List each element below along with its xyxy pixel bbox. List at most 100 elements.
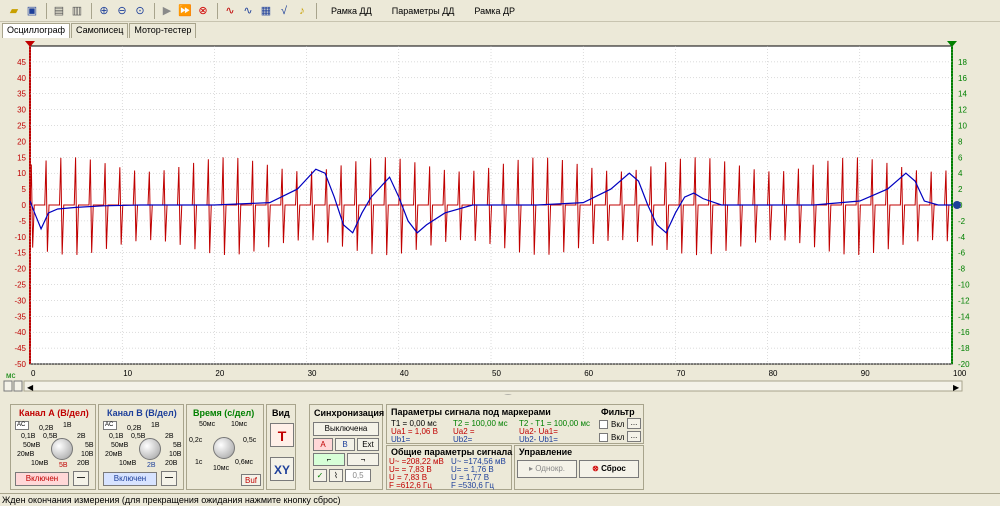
channel-b-volts-knob[interactable]	[139, 438, 161, 460]
general-title: Общие параметры сигнала	[391, 447, 513, 457]
calculator-icon[interactable]: ▦	[260, 4, 272, 17]
y-right-tick-label: -8	[958, 265, 966, 274]
view-title: Вид	[272, 408, 290, 418]
marker-ub2: Ub2=	[453, 435, 473, 444]
control-panel: Управление ▸ Однокр. ⊗ Сброс	[514, 445, 644, 490]
filter-b-settings-button[interactable]: ...	[627, 431, 641, 442]
sync-panel: Синхронизация Выключена A B Ext ⌐ ¬ ✓ ⌇ …	[309, 404, 384, 490]
time-knob[interactable]	[213, 437, 235, 459]
channel-b-panel: Канал В (В/дел) AC 0,2В 1В 0,1В 0,5В 2В …	[98, 404, 184, 490]
y-left-tick-label: 40	[17, 74, 26, 83]
y-right-tick-label: 2	[958, 185, 963, 194]
unit-label: мс	[6, 371, 16, 380]
marker-delta-ua: Ua2- Ua1=	[519, 427, 558, 436]
scroll-right-small-button[interactable]	[13, 380, 23, 392]
channel-a-enable-button[interactable]: Включен	[15, 472, 69, 486]
filter-b-checkbox[interactable]	[599, 433, 608, 442]
reset-button[interactable]: ⊗ Сброс	[579, 460, 639, 478]
sync-mode-button[interactable]: Выключена	[313, 422, 379, 436]
sync-auto-icon-button[interactable]: ✓	[313, 469, 327, 482]
y-right-tick-label: -16	[958, 328, 970, 337]
step-icon[interactable]: ⏩	[178, 4, 192, 17]
buffer-button[interactable]: Buf	[241, 474, 261, 486]
filter-a-checkbox[interactable]	[599, 420, 608, 429]
tab-recorder[interactable]: Самописец	[71, 23, 129, 38]
sync-falling-edge-button[interactable]: ¬	[347, 453, 379, 466]
status-bar: Жден окончания измерения (для прекращени…	[0, 493, 1000, 506]
time-scale-50ms: 50мс	[199, 421, 216, 428]
sync-level-input[interactable]: 0,5	[345, 469, 371, 482]
sync-channel-b-button[interactable]: B	[335, 438, 355, 451]
tab-motor-tester[interactable]: Мотор-тестер	[129, 23, 197, 38]
y-right-tick-label: 18	[958, 58, 967, 67]
marker-ub1: Ub1=	[391, 435, 411, 444]
channel-a-volts-knob[interactable]	[51, 438, 73, 460]
sync-channel-a-button[interactable]: A	[313, 438, 333, 451]
channel-b-ac-checkbox[interactable]: AC	[103, 421, 117, 430]
sync-ext-button[interactable]: Ext	[357, 438, 379, 451]
marker-t2-handle[interactable]	[947, 41, 957, 47]
y-right-tick-label: 6	[958, 153, 963, 162]
oscillogram-plot[interactable]: 0 10 20 30 40 50 60 70 80 90 100454035302520151050…	[0, 39, 1000, 395]
channel-a-invert-button[interactable]: —	[73, 471, 89, 486]
signal-a-icon[interactable]: ∿	[225, 4, 235, 17]
channel-b-invert-button[interactable]: —	[161, 471, 177, 486]
channel-b-level-marker[interactable]	[953, 201, 961, 209]
open-folder-icon[interactable]: ▰	[9, 4, 19, 17]
time-scale-0-6ms: 0,6мс	[235, 459, 254, 466]
channel-a-scale-0-2v: 0,2В	[39, 425, 54, 432]
scroll-left-button[interactable]	[3, 380, 13, 392]
zoom-icon[interactable]: ⊙	[135, 4, 145, 17]
general-b-u-ac: U~ =174,56 мВ	[451, 457, 506, 466]
channel-b-scale-10v: 10В	[169, 451, 182, 458]
general-a-u: U = 7,83 В	[389, 473, 428, 482]
general-a-freq: F =612,6 Гц	[389, 481, 432, 490]
time-scale-1s: 1с	[195, 459, 203, 466]
sync-rising-edge-button[interactable]: ⌐	[313, 453, 345, 466]
control-title: Управление	[519, 447, 573, 457]
scroll-right-arrow[interactable]: ▶	[953, 383, 960, 392]
menu-frame-dr[interactable]: Рамка ДР	[474, 5, 516, 16]
play-icon[interactable]: ▶	[162, 4, 172, 17]
zoom-in-icon[interactable]: ⊕	[99, 4, 109, 17]
menu-params-dd[interactable]: Параметры ДД	[391, 5, 455, 16]
audio-icon[interactable]: ♪	[299, 4, 305, 17]
toolbar: ▰ ▣ ▤ ▥ ⊕ ⊖ ⊙ ▶ ⏩ ⊗ ∿ ∿ ▦ √ ♪ Рамка ДД П…	[0, 0, 1000, 22]
x-tick-label: 70	[676, 369, 685, 378]
y-right-tick-label: -6	[958, 249, 966, 258]
channel-a-ac-checkbox[interactable]: AC	[15, 421, 29, 430]
menu-frame-dd[interactable]: Рамка ДД	[331, 5, 372, 16]
zoom-out-icon[interactable]: ⊖	[117, 4, 127, 17]
channel-b-scale-2v-top: 2В	[165, 433, 174, 440]
y-left-tick-label: 15	[17, 153, 26, 162]
marker-t1-handle[interactable]	[25, 41, 35, 47]
channel-a-scale-10mv: 10мВ	[31, 460, 49, 467]
channel-a-scale-0-1v: 0,1В	[21, 433, 36, 440]
marker-delta-t: T2 - T1 = 100,00 мс	[519, 419, 590, 428]
horizontal-scrollbar[interactable]	[23, 380, 963, 392]
y-left-tick-label: -50	[14, 360, 26, 369]
signal-b-icon[interactable]: ∿	[243, 4, 253, 17]
falling-edge-icon: ¬	[360, 455, 366, 464]
stop-icon[interactable]: ⊗	[198, 4, 208, 17]
tab-oscilloscope[interactable]: Осциллограф	[2, 23, 70, 38]
channel-b-scale-0-1v: 0,1В	[109, 433, 124, 440]
filter-a-settings-button[interactable]: ...	[627, 418, 641, 429]
y-left-tick-label: 25	[17, 122, 26, 131]
print-preview-icon[interactable]: ▤	[53, 4, 65, 17]
channel-b-enable-button[interactable]: Включен	[103, 472, 157, 486]
view-xy-button[interactable]: XY	[270, 457, 294, 481]
y-left-tick-label: -25	[14, 281, 26, 290]
x-tick-label: 90	[861, 369, 870, 378]
view-time-button[interactable]: T	[270, 423, 294, 447]
sqrt-icon[interactable]: √	[280, 4, 288, 17]
x-tick-label: 50	[492, 369, 501, 378]
single-shot-button[interactable]: ▸ Однокр.	[517, 460, 577, 478]
scroll-left-arrow[interactable]: ◀	[27, 383, 34, 392]
marker-t2: T2 = 100,00 мс	[453, 419, 508, 428]
filter-b-label: Вкл	[611, 433, 625, 442]
print-icon[interactable]: ▥	[71, 4, 83, 17]
sync-level-icon-button[interactable]: ⌇	[329, 469, 343, 482]
save-icon[interactable]: ▣	[26, 4, 38, 17]
single-shot-icon: ▸	[528, 464, 536, 473]
